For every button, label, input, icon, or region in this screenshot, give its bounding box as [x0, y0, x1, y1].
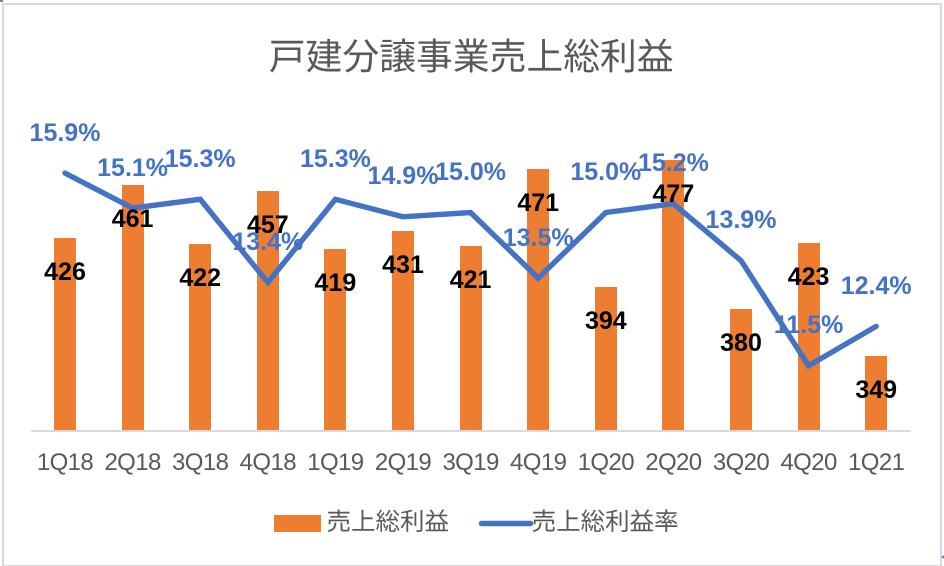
- gridline-fragment: [0, 0, 3, 2]
- bar-label-1Q20: 394: [584, 307, 627, 336]
- bar-1Q21: [865, 356, 888, 432]
- bar-label-3Q18: 422: [179, 264, 222, 293]
- x-axis-label-3Q20: 3Q20: [712, 449, 770, 476]
- x-axis-line: [31, 430, 911, 433]
- rate-label-2Q18: 15.1%: [97, 153, 169, 182]
- x-axis-label-3Q19: 3Q19: [442, 449, 499, 476]
- x-axis-label-1Q21: 1Q21: [848, 449, 905, 476]
- x-axis-label-1Q19: 1Q19: [307, 449, 364, 476]
- rate-label-3Q20: 13.9%: [705, 206, 777, 235]
- bar-label-4Q20: 423: [787, 262, 830, 291]
- x-axis-label-2Q18: 2Q18: [104, 449, 161, 476]
- rate-label-3Q19: 15.0%: [435, 158, 507, 186]
- rate-label-1Q20: 15.0%: [570, 158, 642, 186]
- scrollbar-arrow-fragment[interactable]: [941, 553, 944, 561]
- rate-label-1Q19: 15.3%: [299, 144, 371, 173]
- bar-3Q20: [730, 308, 752, 432]
- x-axis-label-1Q18: 1Q18: [36, 449, 94, 476]
- x-axis-label-3Q18: 3Q18: [172, 449, 229, 476]
- bar-label-4Q18: 457: [246, 210, 289, 239]
- bar-label-3Q20: 380: [720, 328, 762, 357]
- rate-label-3Q18: 15.3%: [164, 144, 236, 173]
- bar-label-3Q19: 421: [449, 266, 492, 294]
- legend-swatch-bar: [274, 514, 321, 532]
- bar-label-1Q21: 349: [855, 376, 898, 405]
- bar-label-4Q19: 471: [517, 189, 560, 218]
- rate-label-1Q18: 15.9%: [29, 118, 101, 147]
- rate-label-1Q21: 12.4%: [840, 271, 912, 300]
- bar-label-2Q18: 461: [111, 204, 154, 233]
- x-axis-label-2Q19: 2Q19: [374, 449, 432, 476]
- legend-label-bar: 売上総利益: [326, 508, 449, 533]
- x-axis-label-1Q20: 1Q20: [577, 449, 635, 476]
- x-axis-label-4Q18: 4Q18: [239, 449, 297, 476]
- bar-label-2Q20: 477: [652, 180, 695, 209]
- rate-label-2Q20: 15.2%: [637, 149, 709, 178]
- x-axis-label-4Q20: 4Q20: [780, 449, 837, 476]
- rate-label-4Q19: 13.5%: [502, 223, 574, 252]
- rate-label-4Q20: 11.5%: [773, 311, 844, 340]
- bar-label-1Q18: 426: [44, 258, 86, 287]
- rate-label-4Q18: 13.4%: [232, 228, 304, 256]
- x-axis-label-2Q20: 2Q20: [645, 449, 702, 476]
- bar-label-2Q19: 431: [382, 250, 424, 279]
- rate-label-2Q19: 14.9%: [367, 162, 439, 191]
- bar-label-1Q19: 419: [314, 269, 357, 297]
- chart-title: 戸建分譲事業売上総利益: [0, 36, 944, 73]
- legend-label-line: 売上総利益率: [531, 508, 678, 533]
- x-axis-label-4Q19: 4Q19: [510, 449, 567, 476]
